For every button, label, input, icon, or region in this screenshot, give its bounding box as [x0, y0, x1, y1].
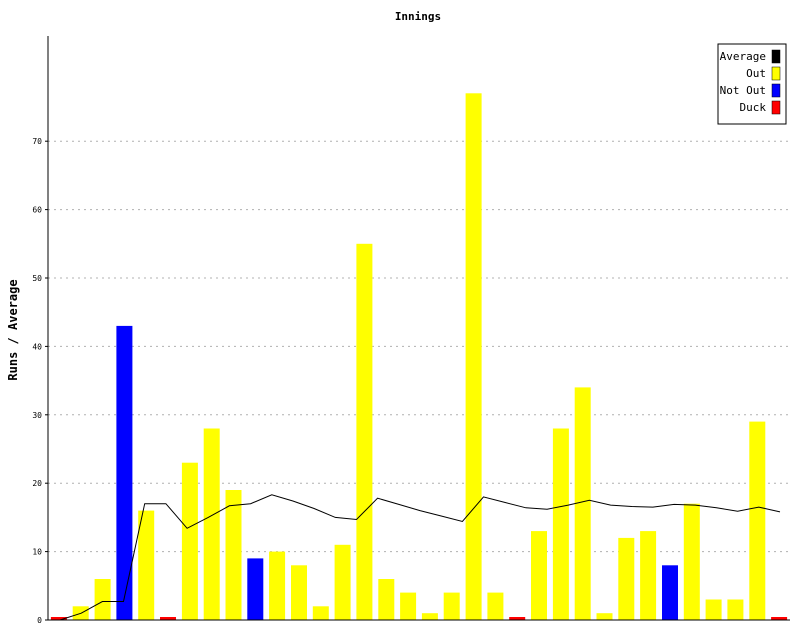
bar-out — [596, 613, 613, 620]
bar-out — [269, 551, 286, 620]
average-line-group — [59, 494, 781, 621]
bar-out — [138, 510, 155, 620]
bar-out — [531, 531, 547, 620]
y-tick-label: 60 — [32, 206, 42, 215]
bar-not-out — [116, 325, 133, 620]
bar-out — [203, 428, 220, 620]
bar-out — [683, 503, 700, 620]
legend-swatch — [771, 83, 781, 98]
bar-duck — [50, 617, 67, 620]
legend-swatch — [771, 100, 781, 115]
bar-out — [400, 592, 417, 620]
y-tick-label: 50 — [32, 274, 42, 283]
bar-out — [421, 613, 438, 620]
bar-duck — [771, 617, 788, 620]
bar-out — [574, 387, 591, 620]
y-tick-label: 10 — [32, 548, 42, 557]
legend-label: Duck — [740, 101, 767, 114]
y-tick-label: 0 — [37, 616, 42, 625]
bar-not-out — [247, 558, 264, 620]
gridlines — [45, 140, 790, 621]
legend: Average Out Not Out Duck — [717, 43, 787, 125]
bar-out — [640, 531, 657, 620]
legend-label: Not Out — [720, 84, 766, 97]
legend-label: Out — [746, 67, 766, 80]
y-tick-label: 30 — [32, 411, 42, 420]
y-tick-label: 70 — [32, 137, 42, 146]
bar-out — [443, 592, 460, 620]
bar-out — [356, 243, 373, 621]
bar-out — [334, 544, 351, 620]
bar-out — [749, 421, 766, 620]
legend-label: Average — [720, 50, 766, 63]
bars — [50, 93, 788, 621]
bar-out — [312, 606, 329, 620]
bar-out — [705, 599, 722, 620]
y-tick-labels: 0 10 20 30 40 50 60 70 — [32, 137, 42, 625]
bar-out — [181, 462, 198, 620]
y-tick-label: 20 — [32, 479, 42, 488]
chart-title: Innings — [395, 10, 441, 23]
legend-swatch — [771, 49, 781, 64]
bar-duck — [509, 617, 526, 620]
bar-duck — [160, 617, 176, 620]
bar-out — [225, 490, 242, 620]
bar-out — [552, 428, 569, 620]
bar-out — [378, 579, 395, 620]
average-line — [59, 494, 781, 621]
bar-out — [618, 537, 635, 620]
bar-out — [727, 599, 744, 620]
y-tick-label: 40 — [32, 342, 42, 351]
axes — [47, 36, 790, 621]
legend-swatch — [771, 66, 781, 81]
bar-out — [291, 565, 307, 620]
bar-out — [465, 93, 482, 621]
bar-out — [94, 579, 111, 620]
y-axis-label: Runs / Average — [6, 279, 20, 380]
bar-not-out — [662, 565, 678, 620]
bar-out — [487, 592, 504, 620]
